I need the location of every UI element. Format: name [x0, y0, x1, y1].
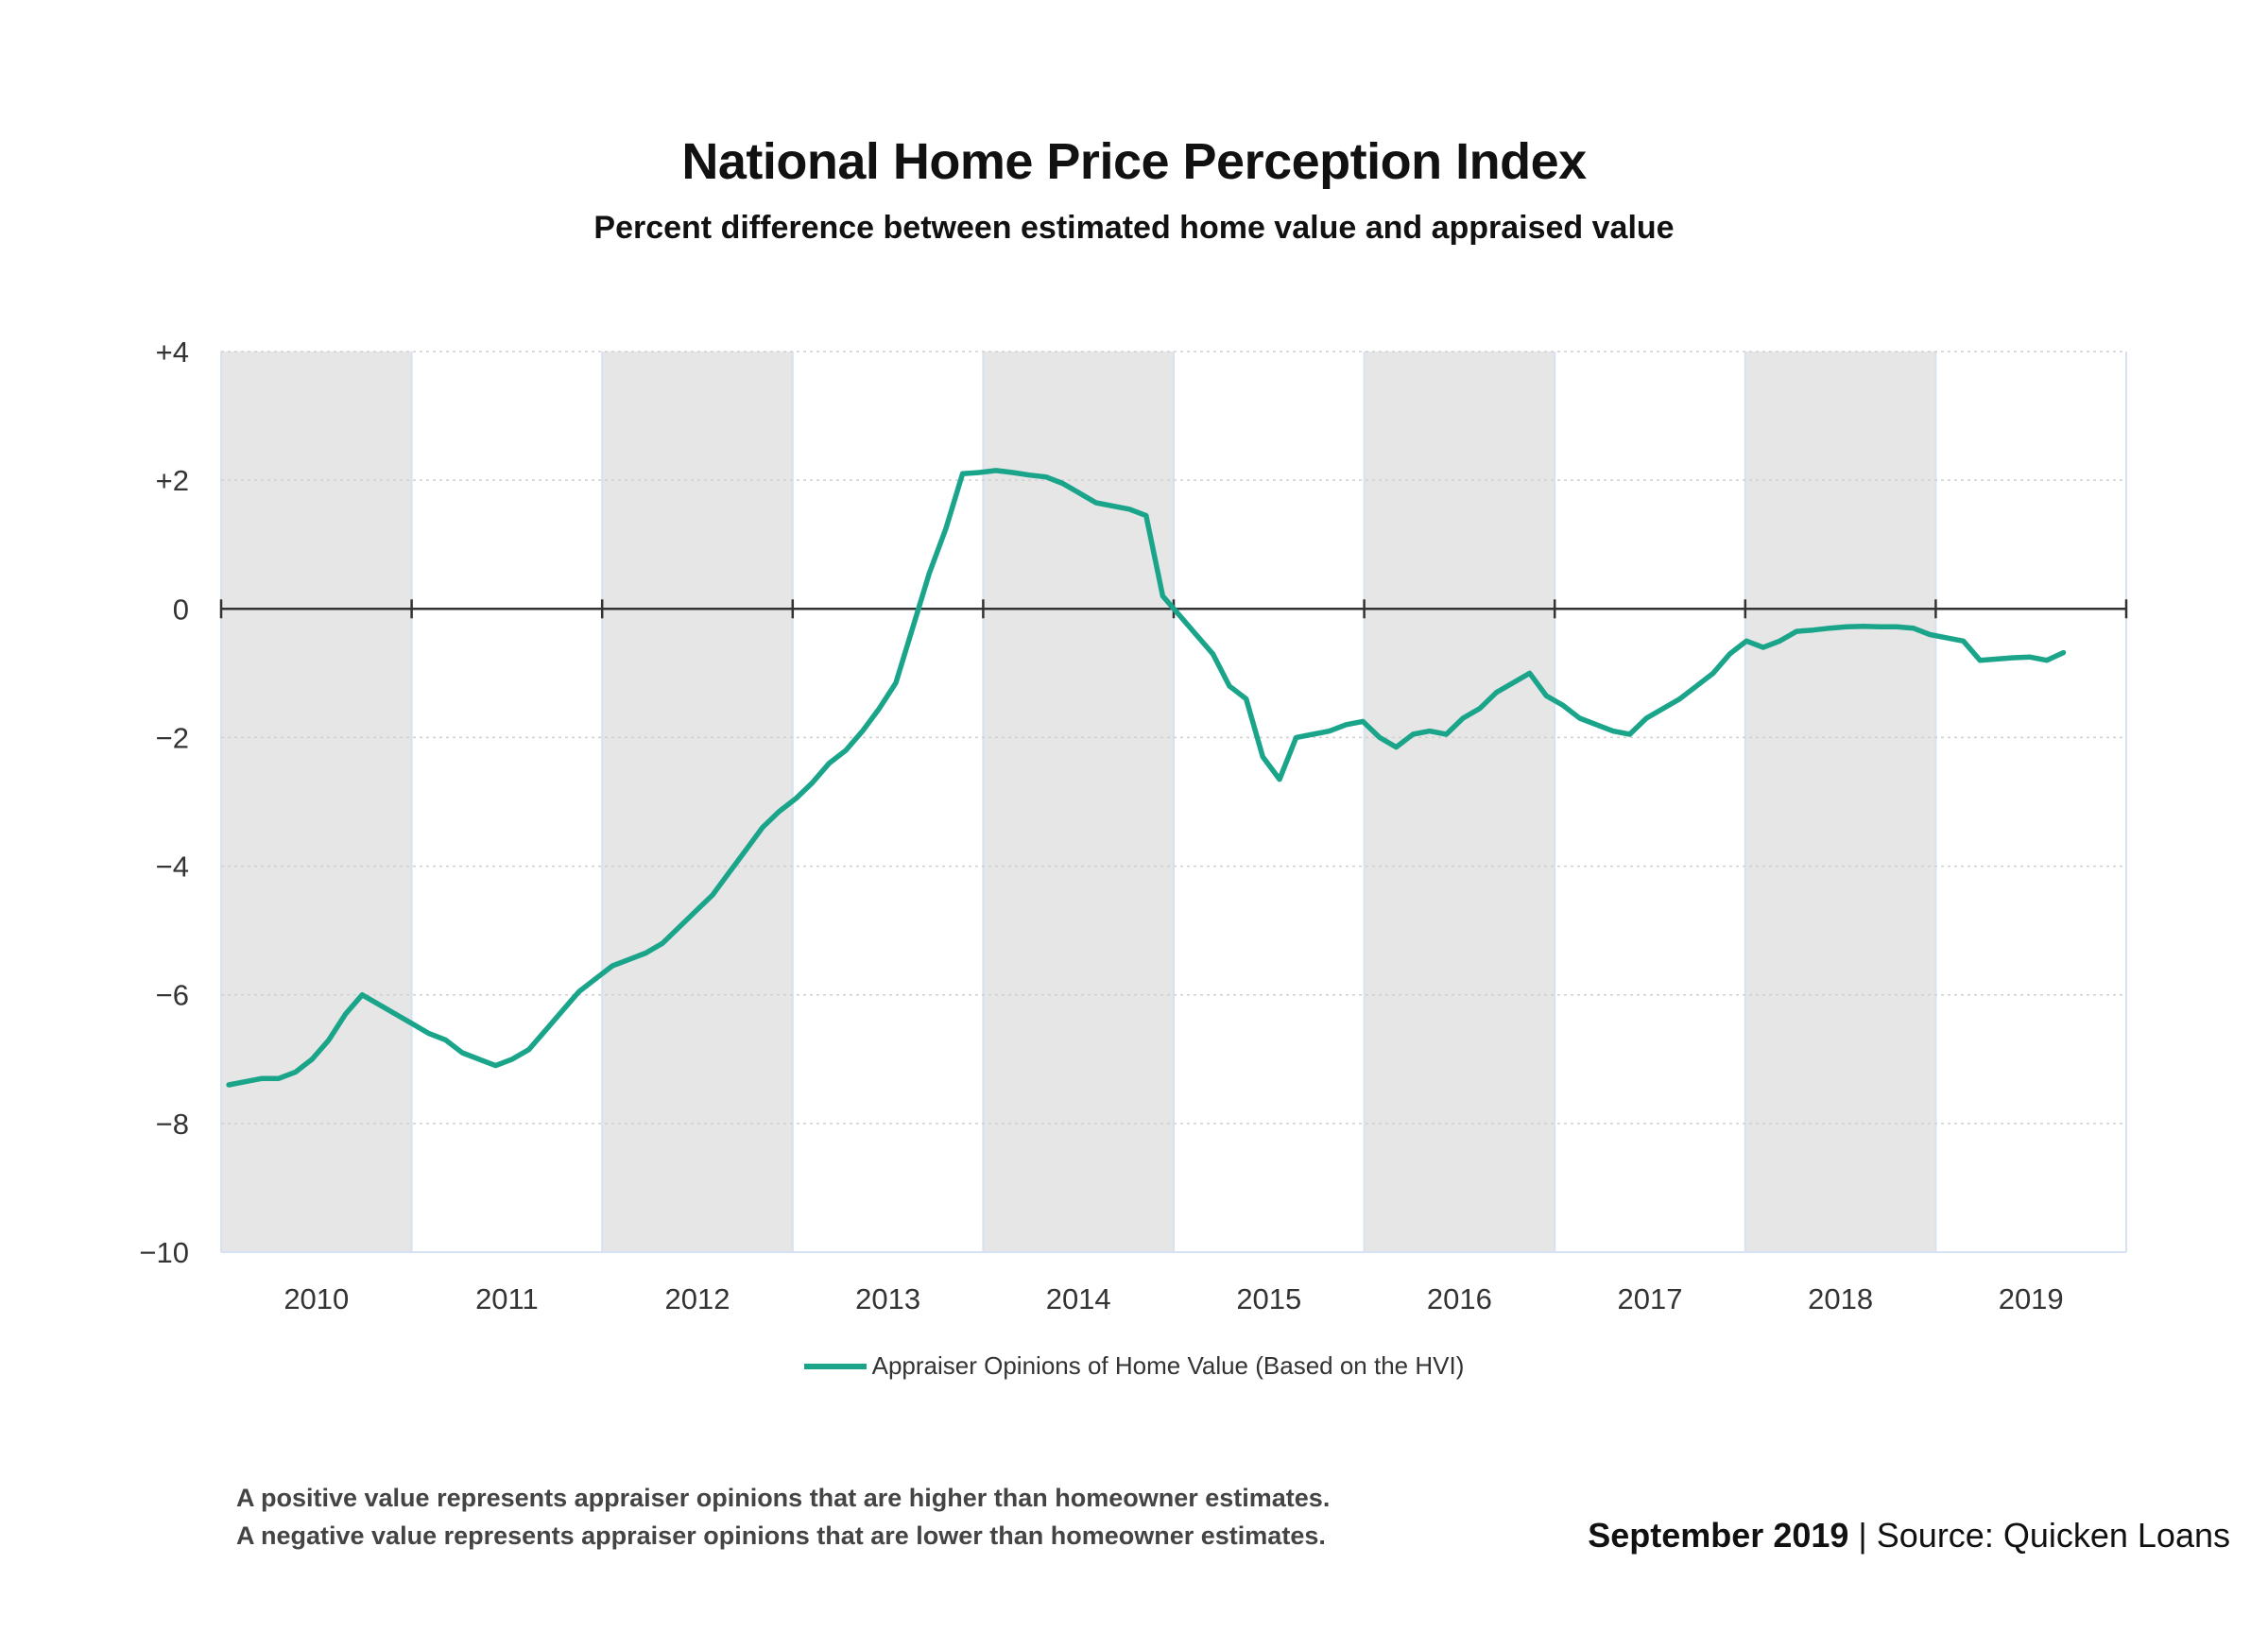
- year-band-2018: [1744, 352, 1936, 1252]
- series-layer: [226, 468, 2067, 1088]
- chart-subtitle: Percent difference between estimated hom…: [593, 210, 1675, 246]
- x-tick-label: 2015: [1236, 1282, 1301, 1315]
- y-tick-label: −6: [156, 979, 189, 1012]
- x-tick-label: 2014: [1046, 1282, 1111, 1315]
- y-tick-label: −10: [139, 1236, 189, 1269]
- note-positive: A positive value represents appraiser op…: [236, 1484, 1331, 1512]
- y-tick-label: −4: [156, 851, 189, 884]
- y-tick-label: −8: [156, 1108, 189, 1141]
- note-negative: A negative value represents appraiser op…: [236, 1521, 1326, 1550]
- footer-separator: |: [1848, 1516, 1877, 1555]
- footer-source: Source: Quicken Loans: [1876, 1516, 2230, 1555]
- year-shading-layer: [221, 352, 1936, 1252]
- x-tick-label: 2012: [665, 1282, 730, 1315]
- y-tick-label: +4: [156, 335, 189, 369]
- footer-date: September 2019: [1588, 1516, 1849, 1555]
- x-tick-label: 2010: [284, 1282, 349, 1315]
- y-tick-label: +2: [156, 464, 189, 497]
- chart-title: National Home Price Perception Index: [681, 133, 1587, 190]
- x-tick-label: 2017: [1618, 1282, 1683, 1315]
- year-band-2014: [983, 352, 1174, 1252]
- series-line: [226, 468, 2067, 1088]
- tick-labels-layer: +4 +2 0 −2 −4 −6 −8 −10 2010 2011 2012 2013 2014 2015…: [139, 335, 2063, 1315]
- x-tick-label: 2018: [1808, 1282, 1873, 1315]
- year-band-2016: [1364, 352, 1555, 1252]
- x-tick-label: 2013: [855, 1282, 920, 1315]
- year-band-2010: [221, 352, 412, 1252]
- year-band-2012: [602, 352, 793, 1252]
- legend-label: Appraiser Opinions of Home Value (Based …: [871, 1351, 1465, 1380]
- x-tick-label: 2016: [1427, 1282, 1492, 1315]
- legend: Appraiser Opinions of Home Value (Based …: [0, 1351, 2268, 1381]
- y-tick-label: −2: [156, 721, 189, 754]
- footer: September 2019 | Source: Quicken Loans: [1588, 1516, 2230, 1555]
- x-tick-label: 2019: [1999, 1282, 2064, 1315]
- x-tick-label: 2011: [475, 1282, 539, 1315]
- y-tick-label: 0: [173, 593, 189, 626]
- gridlines-layer: [220, 351, 2127, 1253]
- legend-swatch: [803, 1363, 867, 1369]
